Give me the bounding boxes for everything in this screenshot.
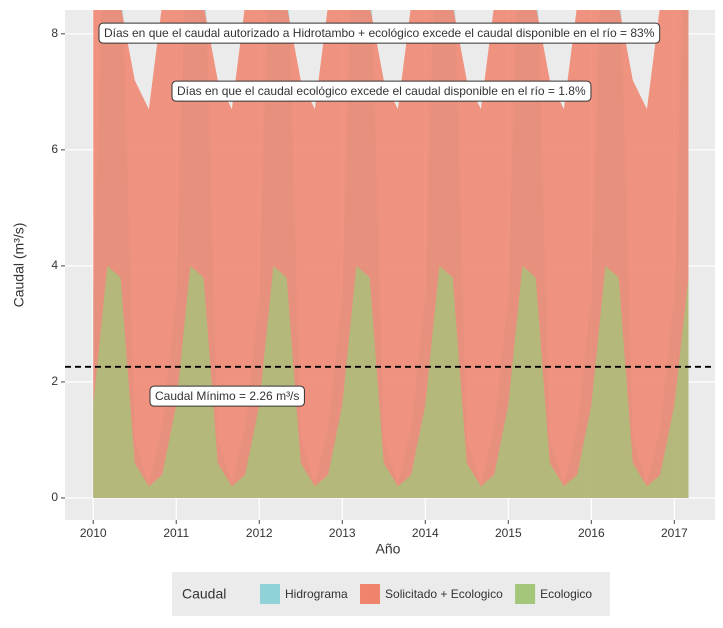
annotation-box [98, 22, 661, 44]
legend-label: Hidrograma [285, 587, 348, 601]
x-axis-label: Año [376, 541, 401, 557]
y-tick-label: 8 [51, 26, 58, 40]
y-tick-label: 6 [51, 142, 58, 156]
x-tick-label: 2016 [578, 526, 605, 540]
legend-box [172, 572, 610, 616]
legend-label: Solicitado + Ecologico [385, 587, 503, 601]
reference-label-box [149, 385, 305, 407]
x-tick-label: 2010 [80, 526, 107, 540]
legend-title: Caudal [182, 586, 226, 602]
x-tick-label: 2011 [163, 526, 189, 540]
y-axis-label: Caudal (m³/s) [11, 223, 27, 308]
annotation: Días en que el caudal autorizado a Hidro… [104, 26, 655, 40]
reference-label: Caudal Mínimo = 2.26 m³/s [155, 389, 299, 403]
x-tick-label: 2015 [495, 526, 522, 540]
y-tick-label: 2 [51, 374, 58, 388]
x-tick-label: 2014 [412, 526, 439, 540]
y-tick-label: 4 [51, 258, 58, 272]
legend-key [360, 584, 381, 604]
y-tick-label: 0 [51, 490, 58, 504]
x-tick-label: 2012 [246, 526, 273, 540]
area [93, 265, 689, 498]
legend-key [515, 584, 536, 604]
x-tick-label: 2013 [329, 526, 356, 540]
annotation: Días en que el caudal ecológico excede e… [177, 84, 586, 98]
annotation-box [171, 80, 592, 102]
legend-key [260, 584, 280, 604]
x-tick-label: 2017 [661, 526, 688, 540]
legend-label: Ecologico [540, 587, 592, 601]
plot-area [93, 10, 689, 498]
